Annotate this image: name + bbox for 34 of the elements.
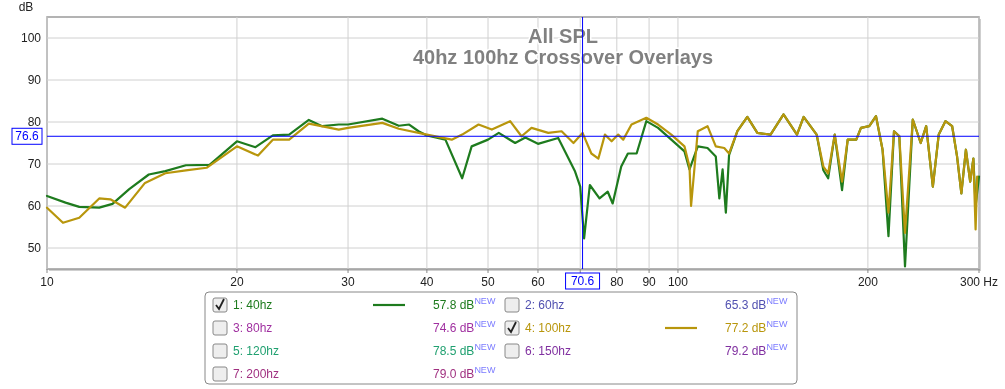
ref-line-label: 76.6 xyxy=(15,129,39,144)
x-tick-label: 90 xyxy=(642,275,657,289)
text: 6: 150hz xyxy=(525,344,572,359)
x-tick-label: 60 xyxy=(531,275,545,289)
text: 78.5 dB$^{NEW}$ xyxy=(433,342,496,359)
text: 5: 120hz xyxy=(233,344,280,359)
x-tick-label: 20 xyxy=(230,275,244,289)
text: 57.8 dB$^{NEW}$ xyxy=(433,296,496,313)
y-tick-label: 90 xyxy=(27,73,42,88)
text: 4: 100hz xyxy=(525,321,572,336)
text: 74.6 dB$^{NEW}$ xyxy=(433,319,496,336)
y-axis-title: dB xyxy=(18,0,34,14)
y-tick-label: 80 xyxy=(27,115,42,130)
text: 2: 60hz xyxy=(525,298,565,313)
text: 79.2 dB$^{NEW}$ xyxy=(725,342,788,359)
y-tick-label: 50 xyxy=(27,241,42,256)
ref-line-label: 70.6 xyxy=(570,274,595,289)
text: 79.0 dB$^{NEW}$ xyxy=(433,365,496,382)
y-tick-label: 100 xyxy=(20,31,42,46)
x-tick-label: 40 xyxy=(420,275,434,289)
text: 3: 80hz xyxy=(233,321,273,336)
x-tick-label: 50 xyxy=(481,275,496,289)
text: 7: 200hz xyxy=(233,367,280,382)
x-tick-label: 10 xyxy=(40,275,54,289)
x-tick-label: 80 xyxy=(610,275,624,289)
text: 1: 40hz xyxy=(233,298,273,313)
x-tick-label: 100 xyxy=(667,275,689,289)
y-tick-label: 60 xyxy=(27,199,42,214)
x-tick-label: 300 Hz xyxy=(959,275,999,289)
x-tick-label: 200 xyxy=(857,275,879,289)
text: 65.3 dB$^{NEW}$ xyxy=(725,296,788,313)
text: 77.2 dB$^{NEW}$ xyxy=(725,319,788,336)
x-tick-label: 30 xyxy=(341,275,356,289)
y-tick-label: 70 xyxy=(27,157,42,172)
